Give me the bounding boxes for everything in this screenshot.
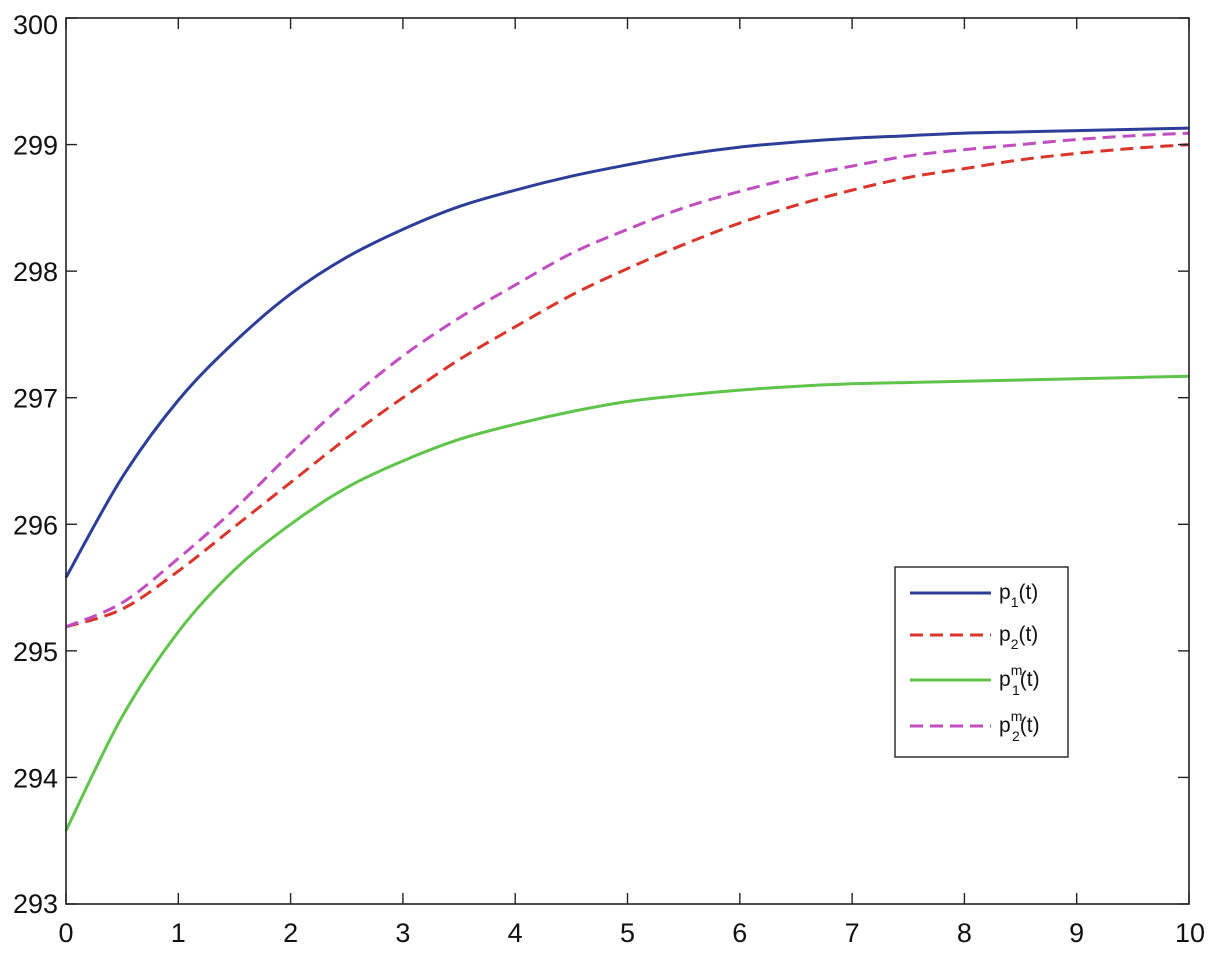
y-tick-label: 298 (13, 257, 58, 287)
legend-label-sup: m (1011, 708, 1023, 724)
y-tick-label: 299 (13, 131, 58, 161)
x-tick-label: 1 (171, 918, 186, 948)
legend-label-base: p (999, 581, 1011, 604)
x-tick-label: 8 (957, 918, 972, 948)
legend-label-tail: (t) (1018, 581, 1038, 604)
series-line-1 (64, 126, 1190, 579)
legend-label-sub: 1 (1012, 682, 1020, 698)
legend-label: pm 2(t) (999, 708, 1040, 744)
x-tick-label: 6 (732, 918, 747, 948)
legend-label: p1(t) (999, 581, 1038, 610)
legend-box (894, 566, 1069, 758)
series-line-2 (65, 143, 1190, 629)
x-axis-ticks: 0 1 2 3 4 5 6 7 8 9 10 (58, 18, 1205, 948)
legend-label-sub: 2 (1011, 636, 1019, 652)
y-tick-label: 293 (13, 889, 58, 919)
y-tick-label: 297 (13, 384, 58, 414)
x-tick-label: 5 (620, 918, 635, 948)
y-tick-label: 296 (13, 510, 58, 540)
plot-background (66, 18, 1189, 904)
legend-label-base: p (999, 714, 1011, 737)
legend-label-base: p (999, 668, 1011, 691)
x-tick-label: 0 (58, 918, 73, 948)
legend-label-tail: (t) (1018, 623, 1038, 646)
series-line-4 (65, 131, 1190, 629)
y-tick-label: 295 (13, 637, 58, 667)
legend-label-tail: (t) (1020, 668, 1040, 691)
legend: p1(t)p2(t)pm 1(t)pm 2(t) (894, 566, 1069, 758)
x-tick-label: 7 (845, 918, 860, 948)
legend-label-sub: 1 (1011, 594, 1019, 610)
legend-label-sub: 2 (1012, 728, 1020, 744)
series-line-3 (64, 374, 1190, 832)
legend-label-base: p (999, 623, 1011, 646)
x-tick-label: 2 (283, 918, 298, 948)
plot-area: 0 1 2 3 4 5 6 7 8 9 10 293 294 295 296 297 298 299 300 (13, 10, 1205, 948)
series-layer (64, 126, 1190, 832)
legend-label: pm 1(t) (999, 662, 1040, 698)
x-tick-label: 10 (1175, 918, 1205, 948)
y-tick-label: 300 (13, 10, 58, 40)
legend-label-sup: m (1011, 662, 1023, 678)
legend-label: p2(t) (999, 623, 1038, 652)
x-tick-label: 3 (395, 918, 410, 948)
y-tick-label: 294 (13, 763, 58, 793)
x-tick-label: 4 (508, 918, 523, 948)
legend-label-tail: (t) (1020, 714, 1040, 737)
x-tick-label: 9 (1069, 918, 1084, 948)
y-axis-ticks: 293 294 295 296 297 298 299 300 (13, 10, 1189, 919)
